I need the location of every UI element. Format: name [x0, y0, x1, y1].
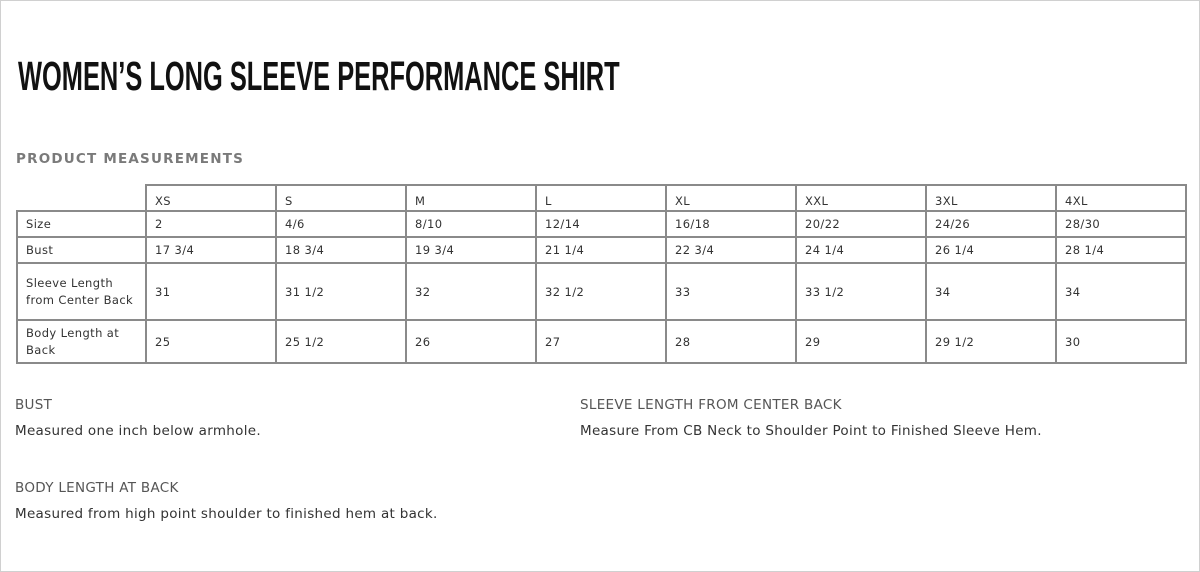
- table-cell: 31: [145, 262, 277, 321]
- note-text: Measured one inch below armhole.: [15, 423, 261, 439]
- table-cell: 20/22: [795, 210, 927, 238]
- table-cell: 17 3/4: [145, 236, 277, 264]
- note-sleeve-length: SLEEVE LENGTH FROM CENTER BACK Measure F…: [580, 397, 1042, 439]
- table-cell: 18 3/4: [275, 236, 407, 264]
- table-cell: 8/10: [405, 210, 537, 238]
- table-cell: 25 1/2: [275, 319, 407, 364]
- row-label: Body Length at Back: [16, 319, 147, 364]
- table-cell: 31 1/2: [275, 262, 407, 321]
- column-header: M: [405, 184, 537, 212]
- table-header-row: XS S M L XL XXL 3XL 4XL: [17, 184, 1187, 212]
- column-header: L: [535, 184, 667, 212]
- table-cell: 34: [1055, 262, 1187, 321]
- table-cell: 33 1/2: [795, 262, 927, 321]
- table-cell: 21 1/4: [535, 236, 667, 264]
- note-heading: SLEEVE LENGTH FROM CENTER BACK: [580, 397, 842, 413]
- table-cell: 24 1/4: [795, 236, 927, 264]
- column-header: XS: [145, 184, 277, 212]
- note-text: Measured from high point shoulder to fin…: [15, 506, 438, 522]
- table-cell: 25: [145, 319, 277, 364]
- table-cell: 26: [405, 319, 537, 364]
- table-row: Bust 17 3/4 18 3/4 19 3/4 21 1/4 22 3/4 …: [16, 236, 1187, 264]
- row-label: Sleeve Length from Center Back: [16, 262, 147, 321]
- note-heading: BODY LENGTH AT BACK: [15, 480, 179, 496]
- column-header: 4XL: [1055, 184, 1187, 212]
- table-cell: 4/6: [275, 210, 407, 238]
- table-cell: 34: [925, 262, 1057, 321]
- table-cell: 28/30: [1055, 210, 1187, 238]
- table-cell: 28: [665, 319, 797, 364]
- table-cell: 2: [145, 210, 277, 238]
- table-cell: 30: [1055, 319, 1187, 364]
- table-cell: 24/26: [925, 210, 1057, 238]
- row-label: Bust: [16, 236, 147, 264]
- table-cell: 29: [795, 319, 927, 364]
- note-bust: BUST Measured one inch below armhole.: [15, 397, 261, 439]
- table-cell: 29 1/2: [925, 319, 1057, 364]
- table-cell: 26 1/4: [925, 236, 1057, 264]
- table-cell: 27: [535, 319, 667, 364]
- table-cell: 33: [665, 262, 797, 321]
- column-header: 3XL: [925, 184, 1057, 212]
- note-heading: BUST: [15, 397, 53, 413]
- table-cell: 32: [405, 262, 537, 321]
- table-cell: 32 1/2: [535, 262, 667, 321]
- column-header: XXL: [795, 184, 927, 212]
- column-header: XL: [665, 184, 797, 212]
- table-cell: 28 1/4: [1055, 236, 1187, 264]
- header-blank-cell: [17, 185, 146, 212]
- page-title: WOMEN’S LONG SLEEVE PERFORMANCE SHIRT: [18, 53, 620, 99]
- note-text: Measure From CB Neck to Shoulder Point t…: [580, 423, 1042, 439]
- size-chart-table: XS S M L XL XXL 3XL 4XL Size 2 4/6 8/10 …: [16, 184, 1187, 364]
- table-row: Size 2 4/6 8/10 12/14 16/18 20/22 24/26 …: [16, 210, 1187, 238]
- row-label: Size: [16, 210, 147, 238]
- column-header: S: [275, 184, 407, 212]
- table-cell: 16/18: [665, 210, 797, 238]
- table-row: Sleeve Length from Center Back 31 31 1/2…: [16, 262, 1187, 321]
- table-cell: 19 3/4: [405, 236, 537, 264]
- table-row: Body Length at Back 25 25 1/2 26 27 28 2…: [16, 319, 1187, 364]
- note-body-length: BODY LENGTH AT BACK Measured from high p…: [15, 480, 438, 522]
- section-heading: PRODUCT MEASUREMENTS: [16, 151, 245, 167]
- table-cell: 22 3/4: [665, 236, 797, 264]
- table-cell: 12/14: [535, 210, 667, 238]
